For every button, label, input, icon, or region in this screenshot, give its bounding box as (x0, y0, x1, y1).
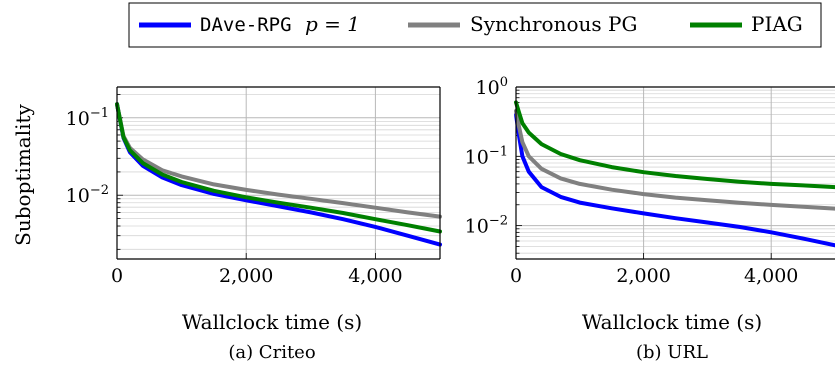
y-tick-label: 100 (476, 75, 508, 99)
x-tick-label: 2,000 (616, 265, 670, 287)
series-line-synchronous-pg (514, 109, 835, 211)
legend-label-dave: DAve-RPG (200, 14, 292, 36)
grid (116, 87, 440, 259)
panel-caption: (b) URL (636, 342, 708, 363)
panel-caption: (a) Criteo (228, 342, 315, 363)
y-tick-label: 10−2 (465, 214, 508, 238)
x-tick-label: 2,000 (219, 265, 273, 287)
grid (515, 86, 835, 259)
y-tick-label: 10−1 (66, 106, 109, 130)
x-tick-label: 0 (510, 265, 522, 287)
x-axis-label: Wallclock time (s) (582, 310, 762, 334)
legend-label-piag: PIAG (751, 12, 803, 36)
y-axis-label: Suboptimality (11, 103, 35, 245)
y-tick-label: 10−1 (465, 144, 508, 168)
panel-criteo: 0 2,000 4,000 10−1 10−2 Wallclock time (s) (a)… (66, 86, 442, 363)
legend-label-syncpg: Synchronous PG (470, 12, 637, 36)
y-tick-label: 10−2 (66, 183, 109, 207)
series-line-piag (115, 102, 442, 234)
x-tick-label: 4,000 (348, 265, 402, 287)
legend-label-dave-suffix: p = 1 (305, 12, 360, 36)
series-line-dave-rpg (514, 112, 835, 248)
legend: DAve-RPG p = 1 Synchronous PG PIAG (128, 2, 822, 48)
x-tick-label: 4,000 (744, 265, 798, 287)
series-line-piag (514, 100, 835, 190)
panel-url: 0 2,000 4,000 100 10−1 10−2 Wallclock time (s)… (465, 75, 835, 363)
x-axis-label: Wallclock time (s) (182, 310, 362, 334)
x-tick-label: 0 (111, 265, 123, 287)
